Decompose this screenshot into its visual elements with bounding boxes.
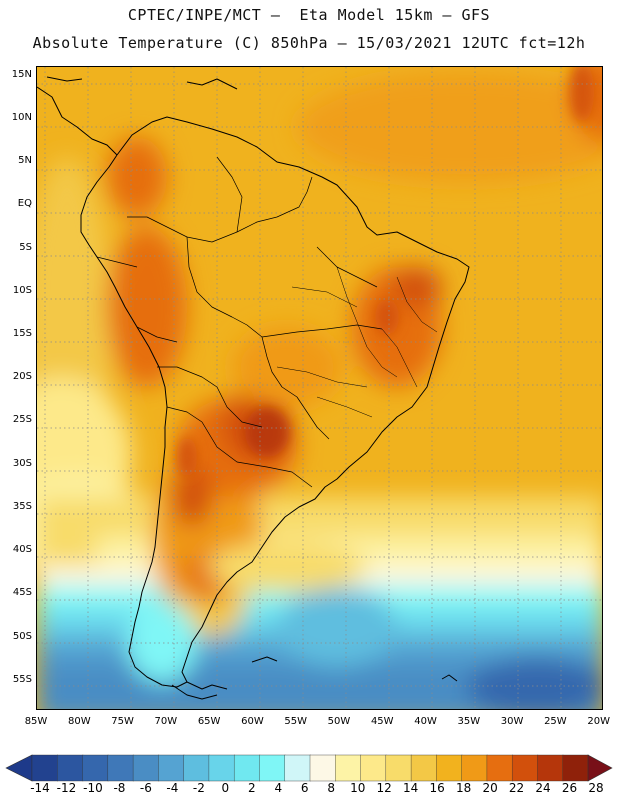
lon-label: 70W bbox=[154, 716, 178, 727]
colorbar-over-arrow bbox=[587, 754, 613, 782]
colorbar-swatch bbox=[511, 754, 539, 782]
colorbar-swatch bbox=[259, 754, 286, 782]
lat-label: 35S bbox=[12, 500, 32, 512]
colorbar-swatch bbox=[132, 754, 160, 782]
colorbar-swatch bbox=[57, 754, 84, 782]
country-borders bbox=[96, 156, 383, 488]
color-scale-bar bbox=[5, 754, 613, 782]
graticule bbox=[37, 67, 602, 709]
colorbar-label: 16 bbox=[429, 781, 445, 795]
colorbar-swatch bbox=[309, 754, 336, 782]
lon-label: 85W bbox=[24, 716, 48, 727]
colorbar-label: 28 bbox=[588, 781, 604, 795]
lon-label: 75W bbox=[111, 716, 134, 727]
lat-label: 5N bbox=[18, 155, 32, 167]
lon-label: 55W bbox=[284, 716, 307, 727]
colorbar-swatch bbox=[284, 754, 311, 782]
colorbar-label: -6 bbox=[139, 781, 152, 795]
lat-label: 15N bbox=[11, 68, 32, 80]
lon-label: 65W bbox=[197, 716, 221, 727]
colorbar-under-arrow bbox=[5, 754, 33, 782]
lat-label: 30S bbox=[12, 457, 32, 469]
map-subtitle: Absolute Temperature (C) 850hPa — 15/03/… bbox=[32, 34, 586, 52]
colorbar-swatch bbox=[562, 754, 589, 782]
temperature-map bbox=[37, 67, 602, 709]
lon-label: 45W bbox=[370, 716, 394, 727]
colorbar-label: -2 bbox=[192, 781, 205, 795]
lat-label: 15S bbox=[12, 327, 32, 339]
colorbar-swatch bbox=[335, 754, 362, 782]
colorbar-label: -10 bbox=[83, 781, 103, 795]
lat-label: 10N bbox=[11, 111, 32, 123]
colorbar-label: 12 bbox=[376, 781, 392, 795]
colorbar-swatch bbox=[82, 754, 109, 782]
colorbar-label: -14 bbox=[30, 781, 50, 795]
colorbar-label: 18 bbox=[455, 781, 472, 795]
lat-label: 50S bbox=[12, 630, 32, 642]
temperature-field bbox=[37, 67, 602, 709]
colorbar-swatch bbox=[461, 754, 488, 782]
colorbar-label: 24 bbox=[535, 781, 551, 795]
state-borders bbox=[276, 266, 438, 418]
colorbar-label: 10 bbox=[350, 781, 366, 795]
lon-label: 30W bbox=[500, 716, 524, 727]
lat-label: 55S bbox=[12, 673, 32, 685]
colorbar-swatch bbox=[385, 754, 412, 782]
colorbar-swatch bbox=[436, 754, 463, 782]
lat-label: 40S bbox=[12, 544, 32, 556]
colorbar-swatch bbox=[537, 754, 564, 782]
colorbar-label: -4 bbox=[166, 781, 179, 795]
lon-label: 50W bbox=[327, 716, 351, 727]
colorbar-label: -12 bbox=[56, 781, 77, 795]
colorbar-swatch bbox=[107, 754, 134, 782]
lat-label: 20S bbox=[12, 371, 32, 383]
lat-label: 45S bbox=[12, 587, 32, 599]
colorbar-swatch bbox=[31, 754, 58, 782]
lon-label: 25W bbox=[544, 716, 567, 727]
lon-label: 80W bbox=[67, 716, 91, 727]
colorbar-label: 8 bbox=[327, 781, 336, 795]
map-panel bbox=[36, 66, 603, 710]
lon-label: 60W bbox=[241, 716, 264, 727]
lon-label: 35W bbox=[457, 716, 481, 727]
colorbar-label: 6 bbox=[300, 781, 309, 795]
colorbar-swatch bbox=[410, 754, 438, 782]
colorbar-label: 0 bbox=[221, 781, 230, 795]
coastlines bbox=[37, 76, 470, 700]
colorbar-swatch bbox=[208, 754, 235, 782]
lat-label: 25S bbox=[12, 414, 32, 426]
colorbar-swatch bbox=[360, 754, 387, 782]
colorbar-label: 14 bbox=[403, 781, 419, 795]
colorbar-label: 2 bbox=[247, 781, 256, 795]
map-title: CPTEC/INPE/MCT — Eta Model 15km — GFS bbox=[127, 6, 491, 24]
colorbar-swatch bbox=[486, 754, 513, 782]
colorbar-swatch bbox=[158, 754, 185, 782]
colorbar-label: -8 bbox=[113, 781, 126, 795]
colorbar-label: 20 bbox=[482, 781, 498, 795]
colorbar-label: 4 bbox=[274, 781, 283, 795]
lat-label: 5S bbox=[19, 241, 32, 253]
lon-label: 20W bbox=[587, 716, 610, 727]
colorbar-swatch bbox=[183, 754, 210, 782]
lat-label: 10S bbox=[12, 284, 32, 296]
colorbar-swatch bbox=[233, 754, 261, 782]
lon-label: 40W bbox=[414, 716, 437, 727]
colorbar-label: 22 bbox=[508, 781, 525, 795]
lat-label: EQ bbox=[17, 198, 32, 210]
colorbar-label: 26 bbox=[561, 781, 578, 795]
